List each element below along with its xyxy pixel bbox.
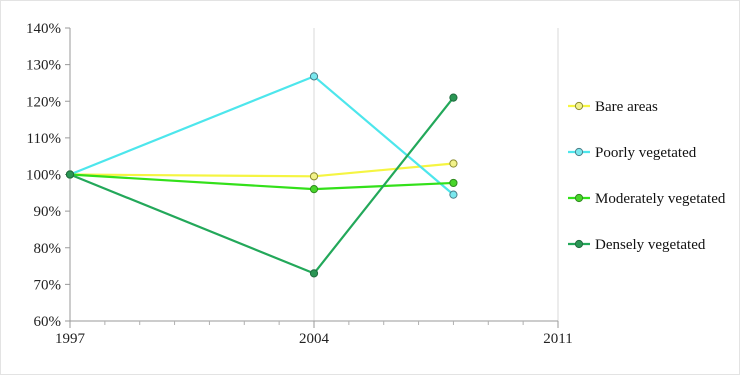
series-lines [65,72,458,278]
data-point [449,93,458,102]
data-point [309,269,319,278]
x-tick-label: 2004 [299,331,330,347]
legend-entry-label: Poorly vegetated [595,145,697,161]
data-point [449,159,458,168]
legend-swatch-marker [574,101,584,111]
data-point [449,190,458,199]
legend-entry-label: Densely vegetated [595,237,706,253]
y-tick-label: 110% [27,131,61,147]
y-tick-label: 60% [34,314,62,330]
y-tick-label: 100% [26,168,61,184]
legend-swatch-marker [574,239,584,249]
legend-entry-label: Moderately vegetated [595,191,726,207]
data-point [309,172,319,181]
y-axis-tick-labels: 60% 70% 80% 90% 100% 110% 120% 130% 140% [26,21,61,330]
data-point [65,170,75,179]
legend-swatch-marker [574,193,584,203]
y-tick-label: 70% [34,277,62,293]
legend-swatch-marker [574,147,584,157]
x-tick-label: 2011 [543,331,572,347]
y-tick-label: 90% [34,204,62,220]
x-tick-label: 1997 [55,331,86,347]
y-tick-label: 140% [26,21,61,37]
data-point [309,72,319,81]
legend: Bare areas Poorly vegetated Moderately veg… [568,99,726,253]
grid-lines [313,28,559,321]
data-point [309,185,319,194]
x-axis-tick-labels: 1997 2004 2011 [55,331,573,347]
data-point [449,178,458,188]
y-tick-label: 130% [26,58,61,74]
y-tick-label: 120% [26,94,61,110]
legend-entry-label: Bare areas [595,99,658,115]
y-tick-label: 80% [34,241,62,257]
